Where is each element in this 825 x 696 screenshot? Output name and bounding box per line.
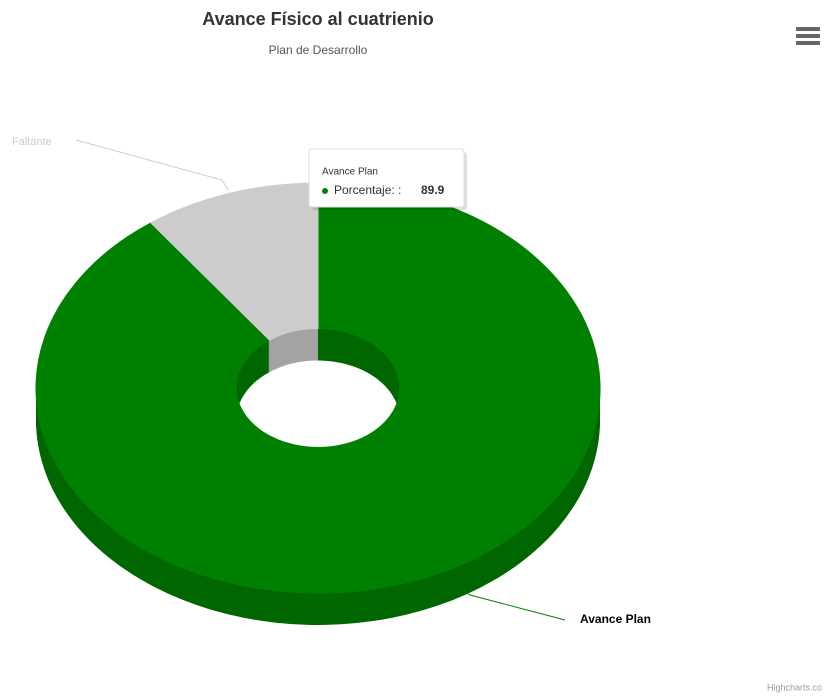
menu-button[interactable] (796, 27, 820, 45)
slice (149, 182, 319, 341)
data-label: Avance Plan (580, 612, 651, 626)
credits[interactable]: Highcharts.co (767, 682, 822, 692)
tooltip-label: Porcentaje: : (334, 183, 401, 197)
pie (35, 182, 601, 625)
tooltip-value: 89.9 (421, 183, 445, 197)
label-connector (75, 139, 229, 191)
menu-bar (796, 27, 820, 31)
tooltip: Avance Plan Porcentaje: : 89.9 (308, 148, 467, 210)
slice (35, 182, 601, 594)
data-label: Faltante (12, 136, 52, 148)
tooltip-marker (322, 188, 328, 194)
chart-title: Avance Físico al cuatrienio (202, 9, 433, 29)
label-connector (461, 589, 566, 621)
tooltip-title: Avance Plan (322, 167, 378, 178)
chart-subtitle: Plan de Desarrollo (269, 43, 368, 57)
menu-bar (796, 34, 820, 38)
tooltip-box (308, 148, 465, 208)
menu-bar (796, 41, 820, 45)
